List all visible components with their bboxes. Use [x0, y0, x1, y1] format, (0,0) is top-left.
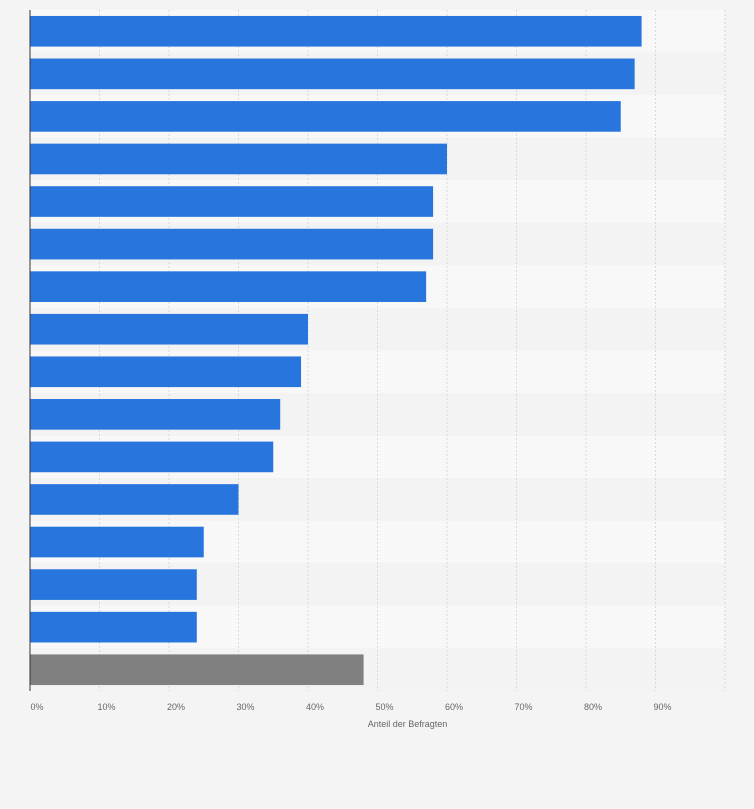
x-tick-label: 40% [306, 702, 324, 712]
bar [30, 441, 274, 473]
bar [30, 313, 308, 345]
x-tick-label: 10% [97, 702, 115, 712]
bar [30, 228, 434, 260]
bars [30, 15, 642, 686]
x-tick-label: 20% [167, 702, 185, 712]
x-tick-label: 50% [375, 702, 393, 712]
x-tick-label: 30% [236, 702, 254, 712]
x-tick-label: 0% [30, 702, 43, 712]
bar [30, 15, 642, 47]
bar [30, 399, 281, 430]
x-tick-label: 80% [584, 702, 602, 712]
bar [30, 526, 204, 558]
x-tick-label: 70% [514, 702, 532, 712]
x-tick-label: 90% [653, 702, 671, 712]
bar [30, 611, 197, 643]
x-axis-title: Anteil der Befragten [368, 719, 448, 729]
bar [30, 58, 635, 90]
bar [30, 654, 364, 686]
bar [30, 143, 447, 175]
bar [30, 569, 197, 600]
bar [30, 484, 239, 515]
bar [30, 356, 302, 388]
x-tick-label: 60% [445, 702, 463, 712]
bar [30, 271, 427, 302]
x-axis-ticks: 0% 10% 20% 30% 40% 50% 60% 70% 80% 90% [30, 702, 671, 712]
bar [30, 186, 434, 217]
bar [30, 101, 621, 132]
